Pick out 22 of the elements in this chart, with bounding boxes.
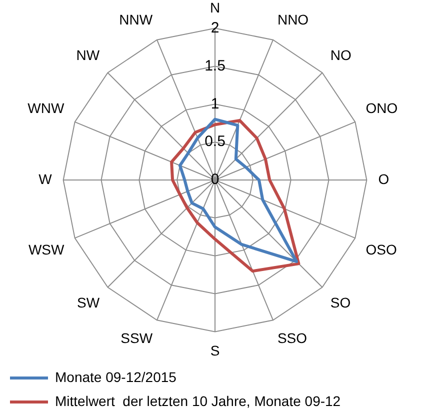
spoke-label: N bbox=[210, 0, 220, 16]
y-tick-label: 0.5 bbox=[204, 133, 226, 150]
spoke-label: SSO bbox=[277, 330, 308, 346]
spoke-label: OSO bbox=[366, 242, 398, 258]
spoke-label: SSW bbox=[120, 330, 154, 346]
spoke-label: SW bbox=[77, 294, 100, 311]
legend-label: Mittelwert der letzten 10 Jahre, Monate 09-12 bbox=[55, 392, 341, 409]
spoke-label: NNW bbox=[119, 12, 154, 28]
spoke-label: WSW bbox=[28, 242, 66, 258]
spoke-label: NNO bbox=[277, 12, 309, 28]
y-tick-label: 2 bbox=[210, 19, 220, 36]
y-tick-label: 1 bbox=[210, 95, 220, 112]
spoke-label: W bbox=[38, 170, 53, 187]
spoke-label: S bbox=[210, 342, 220, 358]
legend-label: Monate 09-12/2015 bbox=[55, 368, 177, 385]
spoke-label: NW bbox=[76, 47, 100, 64]
spoke-label: O bbox=[378, 170, 390, 187]
y-tick-label: 1.5 bbox=[204, 57, 226, 74]
spoke-label: SO bbox=[330, 294, 351, 311]
spoke-label: WNW bbox=[28, 100, 65, 116]
spoke-label: NO bbox=[330, 47, 352, 64]
spoke-label: ONO bbox=[366, 100, 398, 116]
